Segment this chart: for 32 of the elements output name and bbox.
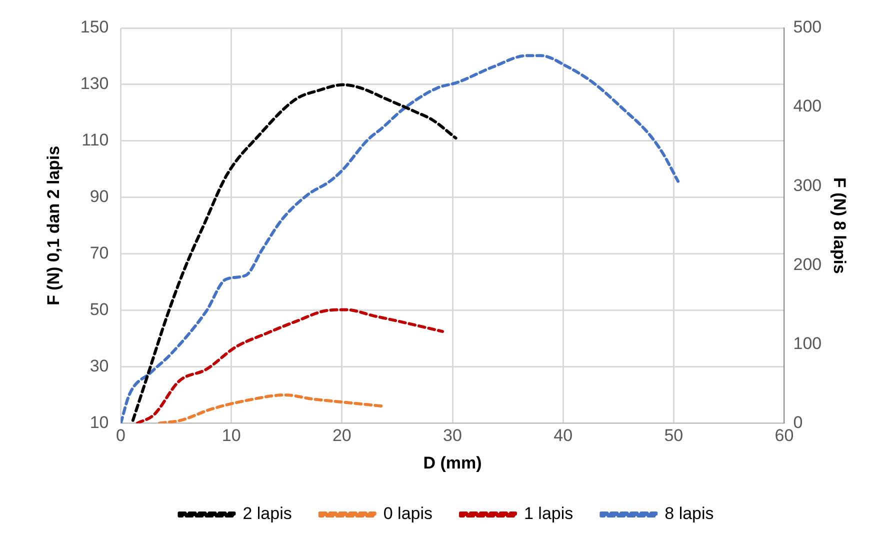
x-tick-label: 0 xyxy=(116,426,126,446)
y-tick-label: 150 xyxy=(80,18,109,37)
legend-label: 2 lapis xyxy=(242,504,292,524)
y-tick-label: 70 xyxy=(90,244,109,263)
legend-label: 8 lapis xyxy=(664,504,714,524)
legend-label: 1 lapis xyxy=(524,504,574,524)
x-tick-label: 50 xyxy=(664,426,684,446)
y-tick-label: 130 xyxy=(80,74,109,94)
x-tick-label: 30 xyxy=(443,426,462,446)
y-tick-label: 10 xyxy=(90,412,109,432)
x-tick-label: 20 xyxy=(332,426,352,446)
y2-tick-label: 400 xyxy=(793,96,822,116)
y-tick-label: 110 xyxy=(82,130,109,150)
y-axis-title: F (N) 0,1 dan 2 lapis xyxy=(44,146,63,306)
legend-label: 0 lapis xyxy=(383,504,432,524)
y2-tick-label: 300 xyxy=(793,176,822,195)
y-tick-label: 90 xyxy=(90,187,109,206)
line-series xyxy=(120,54,680,424)
x-tick-label: 60 xyxy=(774,426,794,446)
y2-tick-label: 0 xyxy=(793,412,803,432)
line-series xyxy=(158,393,386,424)
y2-tick-label: 200 xyxy=(793,254,822,274)
x-tick-label: 10 xyxy=(222,426,241,446)
x-axis-title: D (mm) xyxy=(423,453,482,472)
line-series xyxy=(136,308,444,424)
y2-axis-title: F (N) 8 lapis xyxy=(830,177,850,274)
y-tick-label: 30 xyxy=(90,356,109,376)
y2-tick-label: 500 xyxy=(793,18,822,37)
y-tick-label: 50 xyxy=(90,300,109,319)
y2-tick-label: 100 xyxy=(793,334,822,353)
x-tick-label: 40 xyxy=(554,426,573,446)
line-series xyxy=(131,83,458,422)
